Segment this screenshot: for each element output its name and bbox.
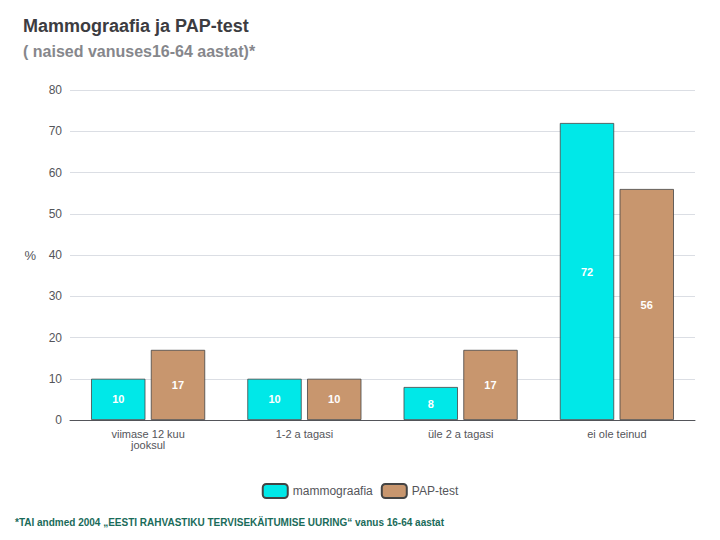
svg-text:üle 2 a tagasi: üle 2 a tagasi [428,428,493,440]
svg-text:%: % [24,248,36,263]
svg-text:ei ole teinud: ei ole teinud [587,428,646,440]
svg-text:Mammograafia ja PAP-test: Mammograafia ja PAP-test [23,16,249,36]
svg-text:50: 50 [49,207,63,221]
svg-text:jooksul: jooksul [130,439,165,451]
svg-text:1-2 a tagasi: 1-2 a tagasi [276,428,333,440]
svg-text:10: 10 [49,372,63,386]
svg-text:30: 30 [49,289,63,303]
svg-text:10: 10 [328,393,340,405]
svg-text:*TAI andmed 2004 „EESTI RAHVAS: *TAI andmed 2004 „EESTI RAHVASTIKU TERVI… [15,516,445,528]
svg-text:80: 80 [49,83,63,97]
svg-text:PAP-test: PAP-test [412,484,459,498]
svg-text:20: 20 [49,331,63,345]
svg-text:8: 8 [428,398,434,410]
svg-text:10: 10 [268,393,280,405]
svg-text:70: 70 [49,124,63,138]
svg-text:10: 10 [112,393,124,405]
svg-text:viimase 12 kuu: viimase 12 kuu [111,427,185,440]
svg-text:72: 72 [581,266,593,278]
svg-text:40: 40 [49,248,63,262]
svg-text:( naised vanuses16-64 aastat)*: ( naised vanuses16-64 aastat)* [23,43,256,60]
svg-text:60: 60 [49,166,63,180]
svg-text:mammograafia: mammograafia [293,484,373,498]
svg-text:17: 17 [172,379,184,391]
svg-text:0: 0 [55,413,62,427]
svg-text:17: 17 [484,379,496,391]
svg-text:56: 56 [641,299,653,311]
